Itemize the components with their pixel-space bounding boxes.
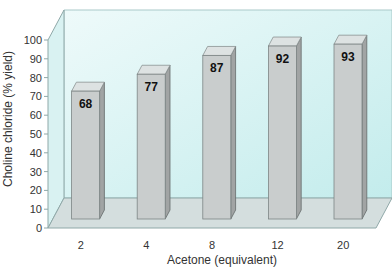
bar — [137, 65, 170, 219]
x-tick-label: 4 — [143, 239, 149, 251]
y-tick — [44, 40, 48, 41]
bar-side — [231, 46, 236, 219]
y-tick — [44, 77, 48, 78]
data-label: 93 — [341, 50, 355, 64]
bar-top — [334, 35, 367, 44]
side-wall — [48, 10, 64, 228]
y-tick-label: 70 — [30, 90, 42, 102]
bar-front — [137, 74, 165, 219]
y-tick-label: 100 — [24, 34, 42, 46]
chart: 0 10 20 30 40 50 60 70 80 90 100 68 2 77 4 87 8 92 12 93 20 A… — [0, 0, 392, 269]
y-tick — [44, 115, 48, 116]
bar-top — [72, 82, 105, 91]
bar — [334, 35, 367, 219]
x-tick-label: 20 — [337, 239, 349, 251]
data-label: 92 — [276, 52, 290, 66]
y-tick — [44, 58, 48, 59]
y-tick-label: 40 — [30, 147, 42, 159]
y-tick-label: 60 — [30, 109, 42, 121]
bar-top — [268, 37, 301, 46]
bar — [268, 37, 301, 219]
x-tick-label: 12 — [271, 239, 283, 251]
bar — [203, 46, 236, 219]
y-tick-label: 0 — [36, 222, 42, 234]
y-tick-label: 20 — [30, 184, 42, 196]
data-label: 87 — [210, 61, 224, 75]
bar-front — [203, 55, 231, 219]
x-tick-label: 2 — [78, 239, 84, 251]
bar-front — [334, 44, 362, 219]
y-tick — [44, 171, 48, 172]
bar-front — [268, 46, 296, 219]
y-tick — [44, 190, 48, 191]
y-tick-label: 90 — [30, 53, 42, 65]
bar-side — [296, 37, 301, 219]
y-axis-title: Choline chloride (% yield) — [1, 51, 15, 187]
bar — [72, 82, 105, 219]
y-tick-label: 30 — [30, 166, 42, 178]
y-tick — [44, 134, 48, 135]
bar-front — [72, 91, 100, 219]
bar-side — [165, 65, 170, 219]
y-tick — [44, 152, 48, 153]
bar-side — [100, 82, 105, 219]
x-axis-title: Acetone (equivalent) — [167, 253, 277, 267]
x-tick-label: 8 — [209, 239, 215, 251]
bars — [72, 35, 367, 219]
bar-side — [362, 35, 367, 219]
bar-top — [137, 65, 170, 74]
data-label: 77 — [145, 80, 159, 94]
y-tick-label: 50 — [30, 128, 42, 140]
y-tick-label: 10 — [30, 203, 42, 215]
y-tick — [44, 96, 48, 97]
y-tick-label: 80 — [30, 72, 42, 84]
data-label: 68 — [79, 97, 93, 111]
y-tick — [44, 228, 48, 229]
y-tick — [44, 209, 48, 210]
bar-top — [203, 46, 236, 55]
